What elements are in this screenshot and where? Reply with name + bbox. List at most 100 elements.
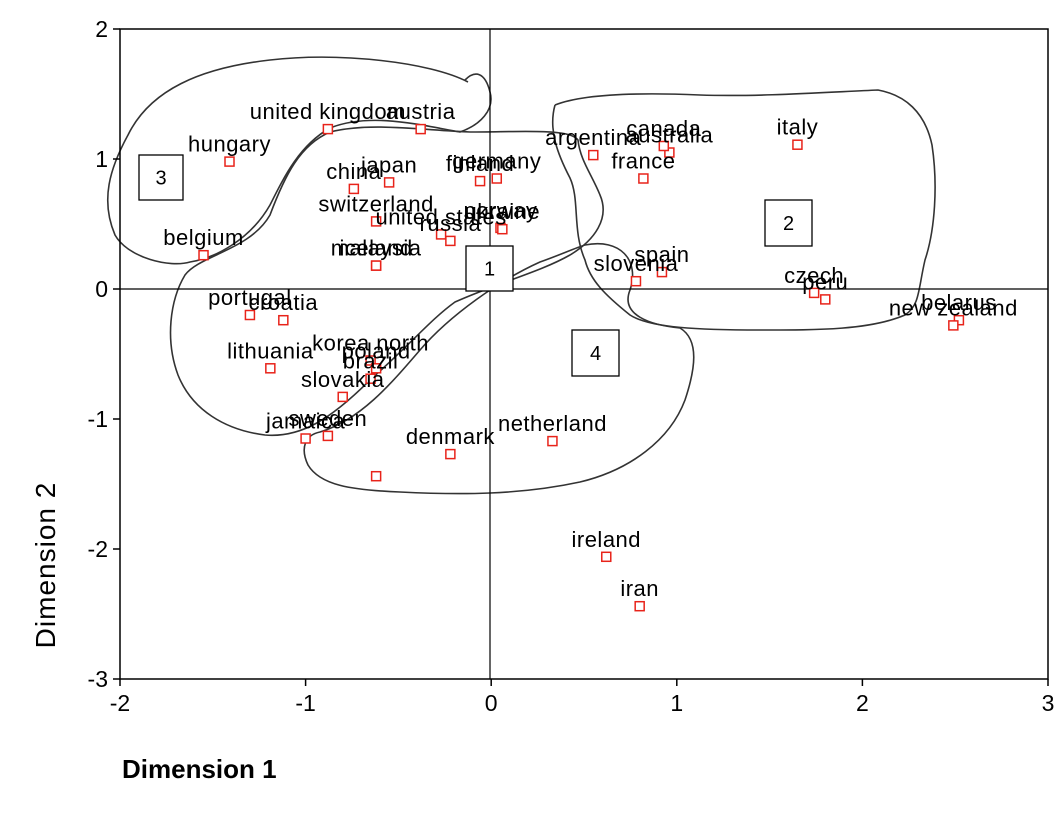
point-label: norway <box>464 198 538 223</box>
point-label: slovakia <box>301 367 385 392</box>
data-point <box>370 363 382 374</box>
y-tick-label: -2 <box>88 536 108 562</box>
point-label: ukraine <box>465 199 541 224</box>
data-point <box>265 363 276 374</box>
x-tick-label: 2 <box>856 690 869 716</box>
data-point <box>601 551 612 563</box>
cluster-outline-4 <box>303 242 695 495</box>
data-point <box>948 320 959 331</box>
point-label: croatia <box>249 290 319 315</box>
data-points <box>198 123 965 612</box>
x-tick-label: 0 <box>485 690 498 716</box>
data-point <box>348 183 360 195</box>
point-label: united states <box>375 204 506 229</box>
point-label: ireland <box>571 527 641 552</box>
y-tick-label: -1 <box>88 406 108 432</box>
data-point <box>474 175 486 187</box>
point-label: sweden <box>288 406 367 431</box>
point-label: hungary <box>188 132 271 157</box>
data-point <box>664 147 675 158</box>
data-point <box>497 223 508 235</box>
point-label: korea north <box>312 331 429 356</box>
point-label: france <box>611 149 675 174</box>
cluster-number: 4 <box>590 343 601 365</box>
data-point <box>322 430 334 442</box>
data-point <box>491 173 503 184</box>
data-point <box>435 229 447 240</box>
point-label: portugal <box>208 285 292 310</box>
point-label: jamaica <box>265 409 346 434</box>
cluster-number: 2 <box>783 213 794 235</box>
data-point <box>365 373 376 384</box>
data-point <box>300 433 311 444</box>
data-point <box>630 275 642 287</box>
data-point <box>638 173 649 184</box>
point-label: brazil <box>343 349 399 374</box>
data-point <box>337 391 348 403</box>
point-label: canada <box>626 116 701 141</box>
point-label: italy <box>777 115 819 140</box>
data-point <box>588 149 599 161</box>
x-tick-label: 1 <box>670 690 683 716</box>
cluster-outlines <box>106 56 936 495</box>
point-label: russia <box>420 211 482 236</box>
point-label: switzerland <box>318 191 434 216</box>
data-point <box>370 216 382 227</box>
point-label: china <box>326 159 381 184</box>
data-point <box>383 177 395 188</box>
y-tick-label: -3 <box>88 666 108 692</box>
point-label: malaysia <box>331 236 422 261</box>
data-point <box>370 260 382 271</box>
data-point <box>415 123 426 135</box>
point-label: finland <box>446 151 514 176</box>
cluster-outline-2 <box>551 89 936 331</box>
point-label: lithuania <box>227 338 314 363</box>
point-label: australia <box>626 123 714 148</box>
y-tick-label: 0 <box>95 276 108 302</box>
point-label: iran <box>620 576 659 601</box>
x-tick-label: 3 <box>1042 690 1055 716</box>
y-tick-label: 2 <box>95 16 108 42</box>
x-tick-label: -2 <box>110 690 130 716</box>
cluster-box <box>138 154 184 201</box>
data-point <box>244 309 256 321</box>
data-point <box>634 600 645 612</box>
point-label: belgium <box>163 225 244 250</box>
point-label: netherland <box>498 411 607 436</box>
data-point <box>365 355 376 366</box>
point-label: czech <box>784 263 844 288</box>
point-label: peru <box>802 269 848 294</box>
data-point <box>278 314 289 326</box>
point-label: belarus <box>921 290 997 315</box>
data-point <box>322 123 334 135</box>
data-point <box>224 156 235 167</box>
data-point <box>547 435 558 447</box>
data-point <box>445 235 456 247</box>
point-label: japan <box>360 152 417 177</box>
cluster-number: 3 <box>155 168 166 190</box>
cluster-box <box>764 199 813 247</box>
point-label: poland <box>342 338 411 363</box>
x-axis-title: Dimension 1 <box>122 754 277 784</box>
data-point <box>792 139 803 150</box>
cluster-number: 1 <box>484 259 495 281</box>
data-point <box>370 470 382 482</box>
x-tick-label: -1 <box>295 690 315 716</box>
point-label: denmark <box>406 424 496 449</box>
point-label: iceland <box>340 236 413 261</box>
cluster-box <box>571 329 620 377</box>
point-label: argentina <box>545 125 642 150</box>
data-point <box>656 266 668 278</box>
y-tick-label: 1 <box>95 146 108 172</box>
point-label: new zealand <box>889 295 1018 320</box>
data-point <box>198 249 209 261</box>
point-label: slovenia <box>594 251 679 276</box>
point-label: germany <box>452 149 541 174</box>
y-axis-ticks: 2 1 0 -1 -2 -3 <box>88 16 120 692</box>
point-label: united kingdom <box>250 99 406 124</box>
point-label: austria <box>386 99 456 124</box>
data-point <box>820 294 831 305</box>
cluster-outline-1 <box>169 126 604 437</box>
